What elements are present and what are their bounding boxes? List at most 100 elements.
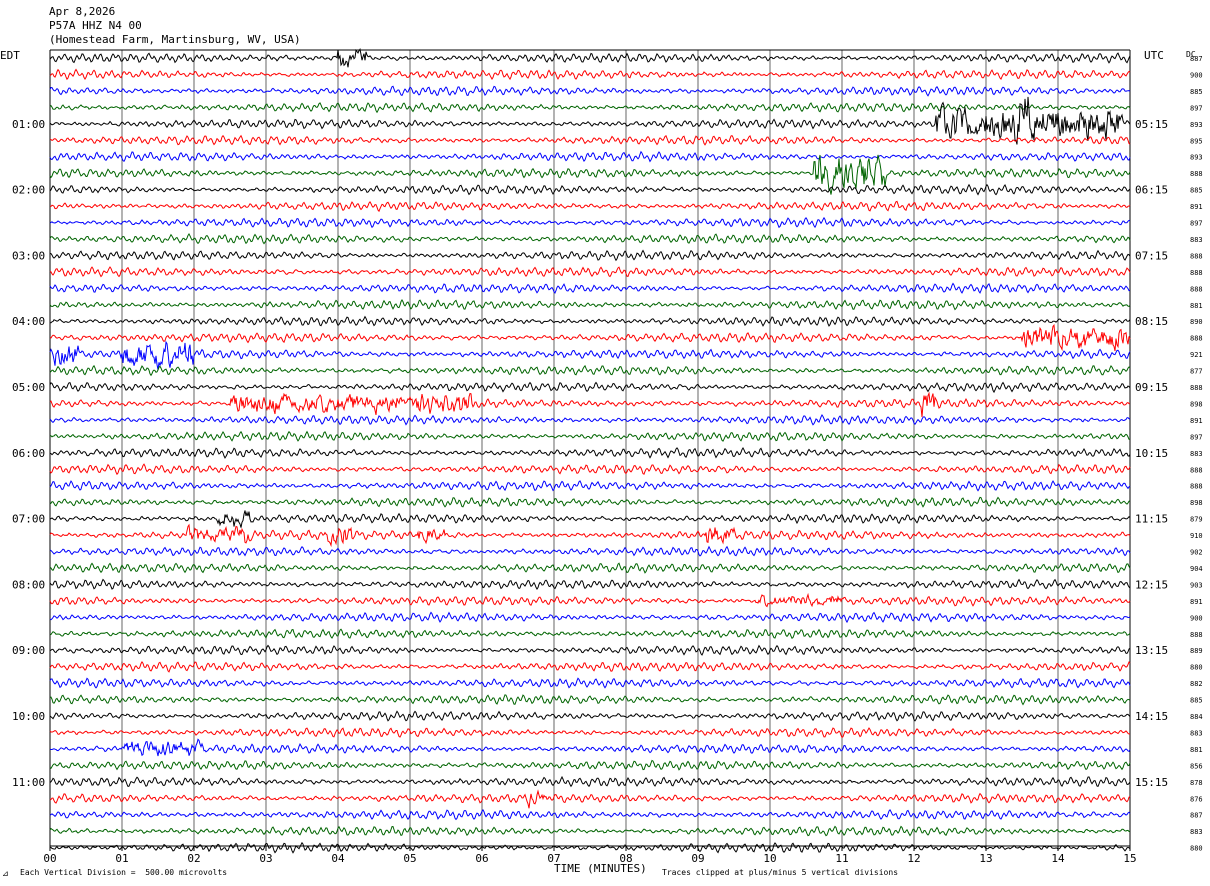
- seismic-trace: [49, 154, 1131, 195]
- seismic-trace: [49, 592, 1131, 608]
- seismic-trace: [49, 759, 1131, 771]
- seismic-trace: [49, 562, 1131, 574]
- dc-offset-label: 881: [1190, 302, 1203, 310]
- dc-offset-label: 856: [1190, 762, 1203, 770]
- seismic-trace: [49, 677, 1131, 689]
- dc-offset-label: 897: [1190, 433, 1203, 441]
- dc-offset-label: 882: [1190, 680, 1203, 688]
- left-hour-label: 03:00: [12, 249, 45, 262]
- seismic-trace: [49, 414, 1131, 426]
- dc-offset-label: 885: [1190, 88, 1203, 96]
- dc-offset-label: 900: [1190, 614, 1203, 622]
- right-hour-label: 14:15: [1135, 710, 1168, 723]
- station-label: P57A HHZ N4 00: [49, 19, 142, 32]
- scale-note: Each Vertical Division = 500.00 microvol…: [20, 868, 228, 877]
- dc-offset-label: 902: [1190, 549, 1203, 557]
- seismic-trace: [49, 841, 1131, 854]
- x-tick-label: 05: [403, 852, 416, 865]
- x-tick-label: 09: [691, 852, 704, 865]
- dc-offset-label: 888: [1190, 252, 1203, 260]
- seismic-trace: [49, 68, 1131, 81]
- right-hour-label: 12:15: [1135, 578, 1168, 591]
- seismic-trace: [49, 233, 1131, 245]
- seismic-trace: [49, 216, 1131, 229]
- dc-offset-label: 885: [1190, 187, 1203, 195]
- seismic-trace: [50, 315, 1131, 327]
- dc-offset-label: 890: [1190, 318, 1203, 326]
- x-tick-label: 06: [475, 852, 488, 865]
- x-tick-label: 00: [43, 852, 56, 865]
- right-hour-label: 08:15: [1135, 315, 1168, 328]
- x-tick-label: 11: [835, 852, 848, 865]
- dc-offset-label: 893: [1190, 121, 1203, 129]
- right-hour-label: 13:15: [1135, 644, 1168, 657]
- dc-offset-label: 921: [1190, 351, 1203, 359]
- dc-offset-label: 883: [1190, 236, 1203, 244]
- dc-offset-label: 898: [1190, 499, 1203, 507]
- dc-offset-label: 876: [1190, 795, 1203, 803]
- dc-offset-label: 878: [1190, 779, 1203, 787]
- left-hour-label: 07:00: [12, 513, 45, 526]
- left-hour-label: 10:00: [12, 710, 45, 723]
- seismic-trace: [49, 381, 1131, 394]
- dc-offset-label: 888: [1190, 466, 1203, 474]
- seismic-trace: [49, 644, 1131, 656]
- x-tick-label: 12: [907, 852, 920, 865]
- seismic-trace: [49, 85, 1131, 97]
- dc-offset-label: 880: [1190, 664, 1203, 672]
- seismic-trace: [49, 660, 1131, 673]
- dc-offset-label: 877: [1190, 368, 1203, 376]
- seismic-trace: [49, 183, 1131, 196]
- seismic-trace: [49, 628, 1131, 639]
- location-label: (Homestead Farm, Martinsburg, WV, USA): [49, 33, 301, 46]
- seismic-trace: [49, 102, 1131, 114]
- left-hour-label: 08:00: [12, 578, 45, 591]
- dc-offset-label: 888: [1190, 335, 1203, 343]
- dc-offset-label: 897: [1190, 104, 1203, 112]
- seismic-trace: [49, 48, 1131, 68]
- left-hour-label: 06:00: [12, 447, 45, 460]
- dc-offset-label: 903: [1190, 581, 1203, 589]
- left-hour-label: 09:00: [12, 644, 45, 657]
- dc-offset-label: 891: [1190, 203, 1203, 211]
- dc-offset-label: 879: [1190, 516, 1203, 524]
- left-hour-label: 04:00: [12, 315, 45, 328]
- seismic-trace: [49, 150, 1131, 163]
- dc-offset-label: 888: [1190, 631, 1203, 639]
- right-hour-label: 05:15: [1135, 118, 1168, 131]
- seismic-trace: [49, 611, 1131, 624]
- seismic-trace: [49, 738, 1131, 757]
- right-hour-label: 15:15: [1135, 776, 1168, 789]
- dc-offset-label: 885: [1190, 697, 1203, 705]
- dc-offset-label: 883: [1190, 729, 1203, 737]
- dc-offset-label: 888: [1190, 170, 1203, 178]
- date-label: Apr 8,2026: [49, 5, 116, 18]
- left-hour-label: 01:00: [12, 118, 45, 131]
- dc-offset-label: 895: [1190, 137, 1203, 145]
- seismic-trace: [49, 463, 1131, 476]
- x-tick-label: 03: [259, 852, 272, 865]
- x-axis-title: TIME (MINUTES): [554, 862, 647, 875]
- right-hour-label: 11:15: [1135, 513, 1168, 526]
- x-tick-label: 15: [1123, 852, 1136, 865]
- left-hour-label: 05:00: [12, 381, 45, 394]
- dc-offset-label: 888: [1190, 269, 1203, 277]
- dc-offset-label: 897: [1190, 220, 1203, 228]
- seismic-trace: [49, 545, 1131, 557]
- dc-offset-label: 888: [1190, 384, 1203, 392]
- dc-offset-label: 898: [1190, 400, 1203, 408]
- seismic-trace: [49, 249, 1131, 262]
- dc-offset-label: 883: [1190, 450, 1203, 458]
- seismic-trace: [49, 447, 1131, 459]
- left-hour-label: 11:00: [12, 776, 45, 789]
- x-tick-label: 01: [115, 852, 128, 865]
- dc-header-label: DC: [1186, 50, 1196, 59]
- x-tick-label: 14: [1051, 852, 1065, 865]
- seismic-trace: [49, 727, 1131, 738]
- x-tick-label: 04: [331, 852, 345, 865]
- seismic-trace: [49, 299, 1131, 311]
- x-tick-label: 10: [763, 852, 776, 865]
- dc-offset-label: 888: [1190, 483, 1203, 491]
- seismic-trace: [49, 775, 1131, 788]
